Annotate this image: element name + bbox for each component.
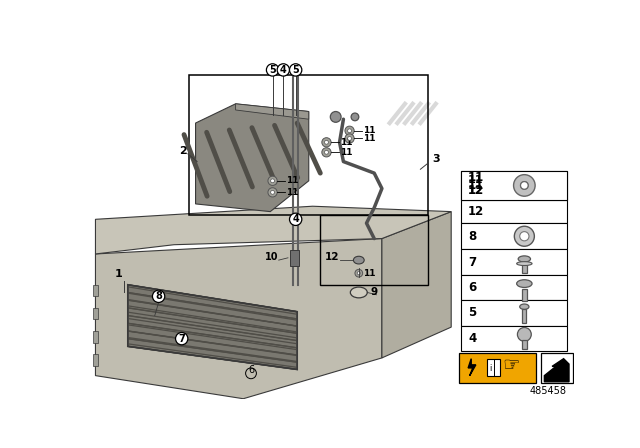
Text: 9: 9 [371,287,378,297]
Circle shape [520,181,528,190]
Text: 11: 11 [364,269,376,278]
Text: 6: 6 [248,365,254,375]
Circle shape [351,113,359,121]
Text: 12: 12 [468,205,484,218]
Bar [320,215,428,285]
Bar [522,289,527,301]
Text: 12: 12 [325,252,340,262]
Bar [461,171,568,200]
Ellipse shape [353,256,364,264]
Text: 11: 11 [364,126,376,135]
Text: 11: 11 [364,134,376,143]
Text: 7: 7 [179,334,185,344]
Circle shape [357,271,360,275]
Text: 11: 11 [468,179,484,192]
Circle shape [513,175,535,196]
Text: 11: 11 [340,148,353,157]
Text: 11: 11 [468,175,484,185]
Ellipse shape [518,256,531,262]
Bar [522,263,527,273]
Text: 11: 11 [468,171,484,184]
Bar [461,200,568,223]
Circle shape [515,176,534,195]
Text: 4: 4 [468,332,476,345]
Bar [93,354,98,366]
Circle shape [175,332,188,345]
Bar [461,275,568,300]
Bar [461,250,568,275]
Bar [461,223,568,250]
Text: 5: 5 [468,306,476,319]
Bar [189,75,428,215]
Circle shape [324,140,328,144]
Text: 4: 4 [280,65,287,75]
Polygon shape [382,211,451,358]
Bar [289,250,299,266]
Text: i: i [490,364,492,373]
Circle shape [271,190,275,194]
Text: 3: 3 [432,154,440,164]
Bar [461,171,568,200]
Circle shape [271,179,275,183]
Text: 6: 6 [468,281,476,294]
Bar [461,300,568,326]
Circle shape [152,290,164,302]
Text: 8: 8 [468,230,476,243]
Text: 5: 5 [269,65,276,75]
Text: 11: 11 [287,177,299,185]
Text: ☞: ☞ [502,356,520,375]
Circle shape [266,64,279,76]
Circle shape [520,232,529,241]
Polygon shape [95,206,451,254]
Circle shape [289,213,302,225]
Text: 12: 12 [468,184,484,197]
Bar [93,308,98,319]
Bar [461,326,568,351]
Polygon shape [545,359,569,382]
Circle shape [322,138,331,147]
Circle shape [355,269,363,277]
Bar [522,340,527,349]
Circle shape [515,226,534,246]
Text: 485458: 485458 [530,387,566,396]
Circle shape [348,129,351,133]
Bar [522,309,526,323]
Bar [541,353,573,383]
Text: 8: 8 [155,291,162,302]
Text: 1: 1 [115,269,122,279]
Circle shape [345,134,354,143]
Ellipse shape [516,280,532,288]
Circle shape [348,137,351,140]
Text: 2: 2 [179,146,187,156]
Circle shape [324,151,328,154]
Ellipse shape [520,304,529,310]
Ellipse shape [516,262,532,266]
Bar [486,359,500,375]
Polygon shape [128,285,297,370]
Text: 7: 7 [468,255,476,268]
Circle shape [268,188,277,197]
Text: 12: 12 [468,186,484,196]
Polygon shape [236,104,308,119]
Circle shape [520,181,528,190]
Circle shape [345,126,354,135]
Text: 11: 11 [287,188,299,197]
Polygon shape [95,238,382,399]
Circle shape [330,112,341,122]
Circle shape [277,64,289,76]
Text: 4: 4 [292,214,299,224]
Polygon shape [196,104,308,211]
Circle shape [322,148,331,157]
Bar [459,353,536,383]
Polygon shape [468,359,476,375]
Ellipse shape [350,287,367,298]
Circle shape [289,64,302,76]
Text: 10: 10 [264,252,278,262]
Circle shape [517,327,531,341]
Bar [93,331,98,343]
Text: 11: 11 [340,138,353,147]
Bar [93,285,98,296]
Text: 5: 5 [292,65,299,75]
Circle shape [268,176,277,185]
